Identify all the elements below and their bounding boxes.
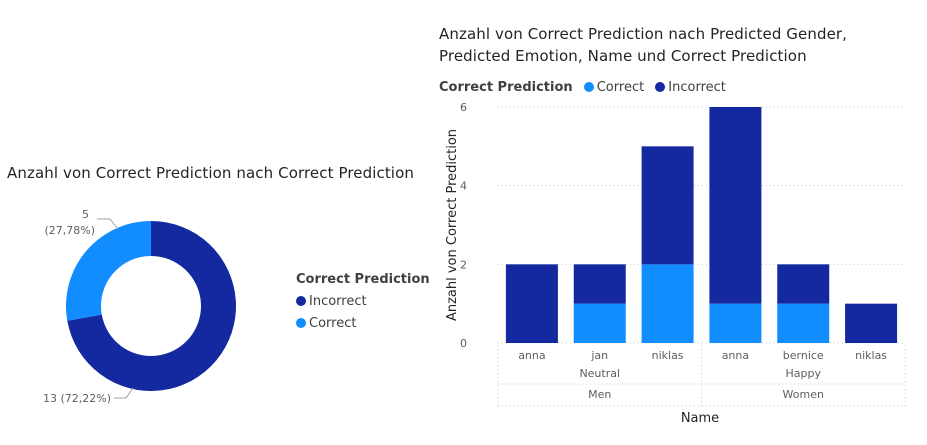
y-tick-label: 6 [460,101,467,114]
x-tick-label: niklas [652,349,684,362]
bar-incorrect-niklas[interactable] [845,303,898,343]
x-group-label-emotion: Neutral [579,367,620,380]
x-group-label-gender: Women [783,388,824,401]
bar-legend-label-incorrect: Incorrect [668,80,726,95]
bar-correct-jan[interactable] [573,303,626,343]
x-tick-label: niklas [855,349,887,362]
bar-legend-label-correct: Correct [596,80,645,95]
donut-chart-title: Anzahl von Correct Prediction nach Corre… [7,164,414,182]
legend-dot-incorrect [296,296,306,306]
bar-incorrect-anna[interactable] [709,107,762,304]
x-group-label-emotion: Happy [786,367,822,380]
x-tick-label: bernice [783,349,824,362]
donut-legend-label-correct: Correct [309,316,357,331]
bar-correct-niklas[interactable] [641,264,694,343]
legend-dot-correct [296,318,306,328]
donut-legend-item-correct[interactable]: Correct [296,316,430,331]
bar-legend-item-correct[interactable]: Correct [583,80,645,95]
y-tick-label: 0 [460,337,467,350]
bar-chart-title-line-2: Predicted Emotion, Name und Correct Pred… [439,47,807,65]
donut-slice-incorrect[interactable] [67,221,236,391]
bar-chart-x-axis-label: Name [681,411,719,426]
donut-label-correct-pct: (27,78%) [44,224,95,237]
donut-label-incorrect: 13 (72,22%) [43,392,111,405]
bar-incorrect-niklas[interactable] [641,146,694,265]
legend-dot-incorrect [655,82,666,92]
bar-incorrect-anna[interactable] [505,264,558,343]
donut-legend-label-incorrect: Incorrect [309,294,367,309]
donut-legend: Correct Prediction Incorrect Correct [296,272,430,331]
bar-legend-item-incorrect[interactable]: Incorrect [655,80,726,95]
bar-incorrect-bernice[interactable] [777,264,830,304]
bar-correct-bernice[interactable] [777,303,830,343]
donut-chart: 5 (27,78%) 13 (72,22%) [43,208,236,405]
bar-chart: 0 2 4 6 anna jan niklas anna bernice niklas Neutra… [445,101,906,426]
bar-chart-y-axis-label: Anzahl von Correct Prediction [445,129,460,321]
donut-legend-title: Correct Prediction [296,272,430,287]
donut-leader-incorrect [114,387,134,399]
donut-slice-correct[interactable] [66,221,151,321]
x-group-label-gender: Men [588,388,611,401]
donut-leader-correct [97,218,119,230]
x-tick-label: jan [590,349,608,362]
bar-legend: Correct Prediction Correct Incorrect [439,76,732,95]
bar-chart-title: Anzahl von Correct Prediction nach Predi… [439,23,919,67]
donut-legend-item-incorrect[interactable]: Incorrect [296,294,430,309]
y-tick-label: 2 [460,258,467,271]
y-tick-label: 4 [460,180,467,193]
bar-legend-title: Correct Prediction [439,80,573,95]
x-tick-label: anna [722,349,749,362]
bar-correct-anna[interactable] [709,303,762,343]
x-tick-label: anna [518,349,545,362]
legend-dot-correct [583,82,594,92]
donut-label-correct-value: 5 [82,208,89,221]
bar-incorrect-jan[interactable] [573,264,626,304]
bar-chart-title-line-1: Anzahl von Correct Prediction nach Predi… [439,25,848,43]
